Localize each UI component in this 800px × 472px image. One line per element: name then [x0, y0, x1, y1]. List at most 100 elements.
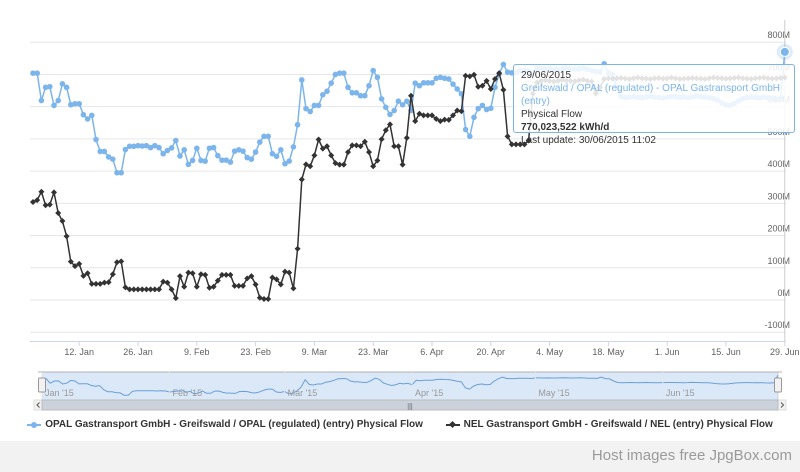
data-point: [508, 141, 515, 148]
data-point: [345, 149, 351, 156]
navigator-label: Feb '15: [172, 388, 202, 398]
data-point: [492, 84, 498, 91]
data-point: [286, 269, 293, 276]
data-point: [118, 258, 125, 265]
data-point: [236, 147, 242, 153]
diamond-marker-icon: [445, 420, 460, 430]
data-point: [80, 111, 87, 118]
data-point: [215, 152, 221, 159]
data-point: [462, 72, 469, 79]
scroll-right-arrow-icon[interactable]: [780, 402, 785, 408]
data-point: [311, 102, 318, 109]
data-point: [110, 156, 116, 162]
gridlines: [30, 41, 786, 333]
scrollbar-thumb[interactable]: [41, 399, 779, 411]
data-point: [59, 218, 66, 225]
data-point: [303, 161, 309, 168]
x-tick-label: 1. Jun: [655, 347, 680, 357]
data-point: [446, 76, 452, 82]
data-point: [336, 161, 343, 168]
y-tick-label: 300M: [767, 191, 790, 201]
data-point: [450, 81, 456, 87]
data-point: [30, 199, 36, 206]
data-point: [42, 202, 49, 209]
data-point: [441, 116, 448, 123]
data-point: [38, 97, 45, 104]
data-point: [59, 81, 66, 87]
data-point: [206, 284, 213, 291]
legend: OPAL Gastransport GmbH - Greifswald / OP…: [0, 419, 800, 433]
data-point: [198, 157, 204, 164]
data-point: [454, 86, 461, 92]
data-point: [34, 197, 41, 204]
data-point: [387, 111, 393, 118]
data-point: [261, 296, 267, 303]
watermark-text: Host images free JpgBox.com: [591, 447, 792, 464]
legend-label: OPAL Gastransport GmbH - Greifswald / OP…: [45, 419, 423, 430]
data-point: [307, 108, 314, 115]
data-point: [319, 145, 326, 152]
data-point: [294, 245, 301, 252]
y-tick-label: -100M: [764, 320, 790, 330]
data-point: [471, 71, 477, 78]
data-point: [42, 84, 49, 91]
data-point: [441, 75, 448, 82]
data-point: [320, 91, 326, 98]
data-point: [261, 133, 267, 140]
data-point: [72, 263, 78, 270]
data-point: [479, 102, 486, 109]
navigator-left-handle[interactable]: [38, 377, 46, 393]
data-point: [202, 271, 209, 278]
x-tick-label: 29. Jun: [770, 347, 800, 357]
data-point: [299, 77, 305, 83]
data-point: [387, 121, 393, 128]
navigator-label: Jan '15: [45, 388, 74, 398]
y-tick-label: 0M: [777, 288, 790, 298]
data-point: [366, 82, 372, 89]
navigator[interactable]: Jan '15 Feb '15 Mar '15 Apr '15 May '15 Jun '…: [33, 371, 787, 411]
data-point: [177, 153, 183, 159]
data-point: [420, 112, 427, 119]
data-point: [84, 270, 91, 277]
data-point: [194, 145, 200, 152]
data-point: [30, 70, 36, 76]
data-point: [202, 158, 208, 164]
data-point: [248, 156, 255, 162]
x-tick-label: 23. Feb: [240, 347, 271, 357]
data-point: [290, 285, 297, 292]
navigator-label: May '15: [538, 388, 569, 398]
data-point: [496, 70, 503, 77]
data-point: [492, 75, 498, 82]
data-point: [315, 102, 322, 109]
y-tick-label: 100M: [767, 256, 790, 266]
data-point: [93, 136, 99, 143]
data-point: [147, 144, 154, 151]
data-point: [223, 271, 230, 278]
data-point: [412, 80, 419, 86]
legend-item-opal[interactable]: OPAL Gastransport GmbH - Greifswald / OP…: [27, 419, 423, 430]
data-point: [135, 142, 141, 149]
data-point: [185, 269, 192, 276]
data-point: [383, 104, 389, 111]
data-point: [214, 277, 221, 284]
navigator-right-handle[interactable]: [774, 377, 782, 393]
scroll-left-arrow-icon[interactable]: [36, 402, 40, 408]
data-point: [357, 143, 364, 150]
legend-item-nel[interactable]: NEL Gastransport GmbH - Greifswald / NEL…: [445, 419, 773, 430]
x-tick-label: 12. Jan: [64, 347, 94, 357]
data-point: [341, 70, 347, 76]
tooltip-value: 770,023,522 kWh/d: [521, 122, 610, 133]
data-point: [349, 142, 356, 149]
data-point: [227, 271, 234, 278]
data-point: [420, 80, 427, 86]
data-point: [101, 148, 108, 155]
data-point: [248, 273, 255, 280]
line-chart: 800M700M600M500M400M300M200M100M0M-100M …: [30, 20, 800, 411]
data-point: [55, 210, 62, 217]
data-point: [349, 90, 356, 96]
data-point: [185, 161, 192, 168]
data-point: [152, 142, 158, 149]
data-point: [51, 189, 57, 196]
data-point: [114, 169, 120, 176]
data-point: [147, 286, 154, 293]
